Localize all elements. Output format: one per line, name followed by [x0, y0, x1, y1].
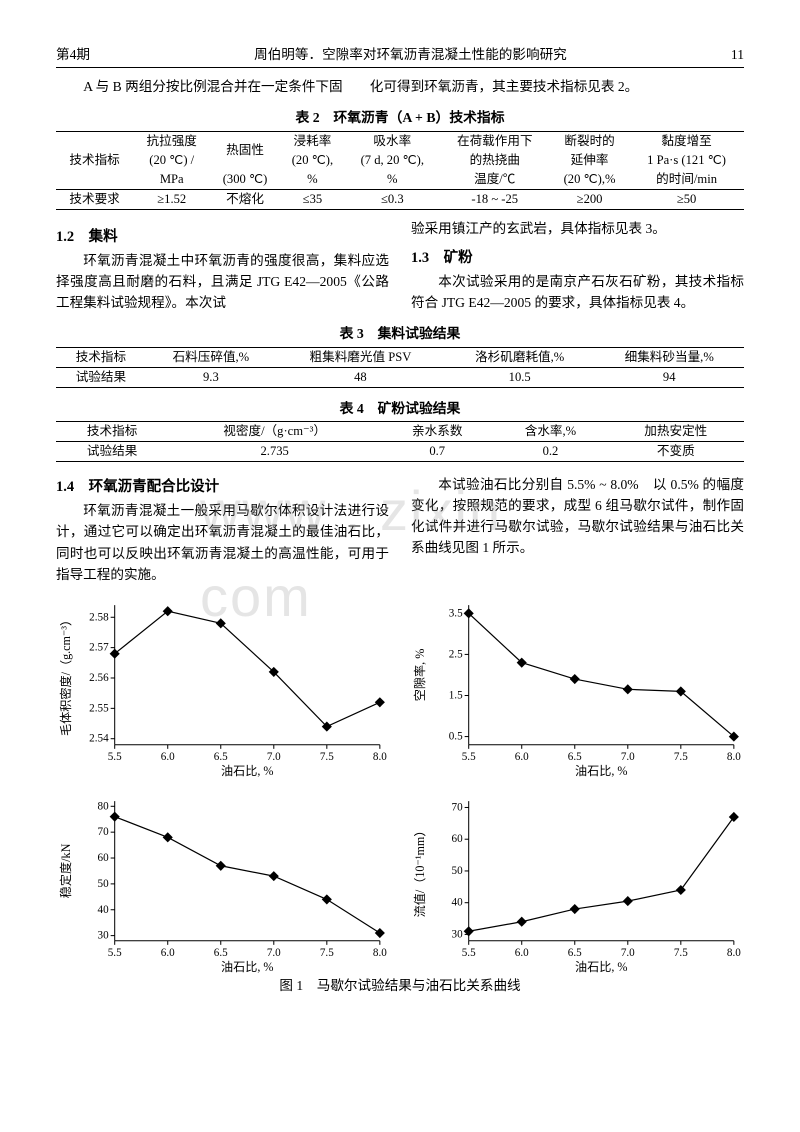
svg-text:50: 50: [452, 865, 464, 877]
svg-text:空隙率, %: 空隙率, %: [412, 648, 427, 701]
svg-text:油石比, %: 油石比, %: [221, 960, 274, 973]
header-page: 11: [731, 44, 744, 65]
svg-text:7.5: 7.5: [674, 751, 688, 763]
table2: 技术指标 抗拉强度 热固性 浸耗率 吸水率 在荷载作用下 断裂时的 黏度增至 (…: [56, 131, 744, 210]
svg-text:7.0: 7.0: [621, 947, 635, 959]
svg-text:6.0: 6.0: [515, 947, 529, 959]
svg-text:5.5: 5.5: [462, 947, 476, 959]
svg-text:油石比, %: 油石比, %: [575, 764, 628, 777]
chart-flow: 30 40 50 60 70 5.5 6.0 6.5 7.0 7.5 8.0 油石比, % 流值/（10…: [410, 791, 744, 973]
svg-text:30: 30: [98, 929, 110, 941]
svg-text:7.0: 7.0: [621, 751, 635, 763]
section-1-4-title: 1.4 环氧沥青配合比设计: [56, 476, 389, 498]
svg-text:6.5: 6.5: [568, 947, 582, 959]
svg-text:3.5: 3.5: [449, 607, 463, 619]
table3: 技术指标 石料压碎值,% 粗集料磨光值 PSV 洛杉矶磨耗值,% 细集料砂当量,…: [56, 347, 744, 388]
table2-rowhead: 技术指标: [56, 131, 133, 189]
table2-reqlabel: 技术要求: [56, 189, 133, 209]
svg-text:8.0: 8.0: [727, 751, 741, 763]
chart-stability: 30 40 50 60 70 80 5.5 6.0 6.5 7.0 7.5 8.0 油石比, % 稳定度/…: [56, 791, 390, 973]
svg-text:8.0: 8.0: [373, 947, 387, 959]
page-header: 第4期 周伯明等．空隙率对环氧沥青混凝土性能的影响研究 11: [56, 44, 744, 68]
svg-text:30: 30: [452, 928, 464, 940]
svg-text:6.5: 6.5: [214, 751, 228, 763]
svg-text:5.5: 5.5: [108, 751, 122, 763]
svg-text:7.0: 7.0: [267, 751, 281, 763]
svg-text:8.0: 8.0: [373, 751, 387, 763]
svg-text:2.58: 2.58: [89, 611, 109, 623]
svg-text:70: 70: [98, 826, 110, 838]
svg-text:稳定度/kN: 稳定度/kN: [58, 843, 73, 898]
chart-density: 2.54 2.55 2.56 2.57 2.58 5.5 6.0 6.5 7.0 7.5 8.0 油石…: [56, 595, 390, 777]
figure-1-caption: 图 1 马歇尔试验结果与油石比关系曲线: [56, 975, 744, 996]
header-title: 周伯明等．空隙率对环氧沥青混凝土性能的影响研究: [90, 44, 731, 65]
svg-text:2.57: 2.57: [89, 641, 109, 653]
svg-text:5.5: 5.5: [462, 751, 476, 763]
svg-text:5.5: 5.5: [108, 947, 122, 959]
svg-text:毛体积密度/（g.cm⁻³）: 毛体积密度/（g.cm⁻³）: [58, 613, 73, 735]
svg-text:2.56: 2.56: [89, 672, 109, 684]
section-1-2-overflow: 验采用镇江产的玄武岩，具体指标见表 3。: [411, 218, 744, 239]
svg-text:7.5: 7.5: [320, 947, 334, 959]
section-1-3-text: 本次试验采用的是南京产石灰石矿粉，其技术指标符合 JTG E42—2005 的要…: [411, 271, 744, 313]
section-1-4-right: 本试验油石比分别自 5.5% ~ 8.0% 以 0.5% 的幅度变化，按照规范的…: [411, 474, 744, 558]
svg-text:6.5: 6.5: [568, 751, 582, 763]
svg-text:7.5: 7.5: [320, 751, 334, 763]
svg-text:60: 60: [98, 852, 110, 864]
svg-text:40: 40: [452, 896, 464, 908]
svg-text:7.5: 7.5: [674, 947, 688, 959]
svg-text:油石比, %: 油石比, %: [221, 764, 274, 777]
table4: 技术指标 视密度/（g·cm⁻³） 亲水系数 含水率,% 加热安定性 试验结果 …: [56, 421, 744, 462]
svg-text:60: 60: [452, 833, 464, 845]
svg-text:50: 50: [98, 878, 110, 890]
svg-text:6.5: 6.5: [214, 947, 228, 959]
svg-text:2.5: 2.5: [449, 648, 463, 660]
section-1-4-left: 环氧沥青混凝土一般采用马歇尔体积设计法进行设计，通过它可以确定出环氧沥青混凝土的…: [56, 500, 389, 584]
svg-text:70: 70: [452, 801, 464, 813]
intro-line: A 与 B 两组分按比例混合并在一定条件下固 化可得到环氧沥青，其主要技术指标见…: [56, 76, 744, 97]
svg-text:6.0: 6.0: [161, 947, 175, 959]
svg-text:7.0: 7.0: [267, 947, 281, 959]
section-1-2-title: 1.2 集料: [56, 226, 389, 248]
svg-text:2.55: 2.55: [89, 702, 109, 714]
chart-void-ratio: 0.5 1.5 2.5 3.5 5.5 6.0 6.5 7.0 7.5 8.0 油石比, % 空隙率,…: [410, 595, 744, 777]
svg-text:80: 80: [98, 800, 110, 812]
svg-text:6.0: 6.0: [515, 751, 529, 763]
section-1-3-title: 1.3 矿粉: [411, 247, 744, 269]
table4-title: 表 4 矿粉试验结果: [56, 398, 744, 419]
svg-text:1.5: 1.5: [449, 689, 463, 701]
svg-text:0.5: 0.5: [449, 730, 463, 742]
table2-title: 表 2 环氧沥青（A + B）技术指标: [56, 107, 744, 128]
svg-text:40: 40: [98, 903, 110, 915]
svg-text:6.0: 6.0: [161, 751, 175, 763]
header-issue: 第4期: [56, 44, 90, 65]
svg-text:8.0: 8.0: [727, 947, 741, 959]
svg-text:油石比, %: 油石比, %: [575, 960, 628, 973]
table3-title: 表 3 集料试验结果: [56, 323, 744, 344]
figure-1-charts: 2.54 2.55 2.56 2.57 2.58 5.5 6.0 6.5 7.0 7.5 8.0 油石…: [56, 595, 744, 971]
svg-text:2.54: 2.54: [89, 732, 109, 744]
svg-text:流值/（10⁻¹mm）: 流值/（10⁻¹mm）: [412, 824, 427, 917]
section-1-2-text: 环氧沥青混凝土中环氧沥青的强度很高，集料应选择强度高且耐磨的石料，且满足 JTG…: [56, 250, 389, 313]
